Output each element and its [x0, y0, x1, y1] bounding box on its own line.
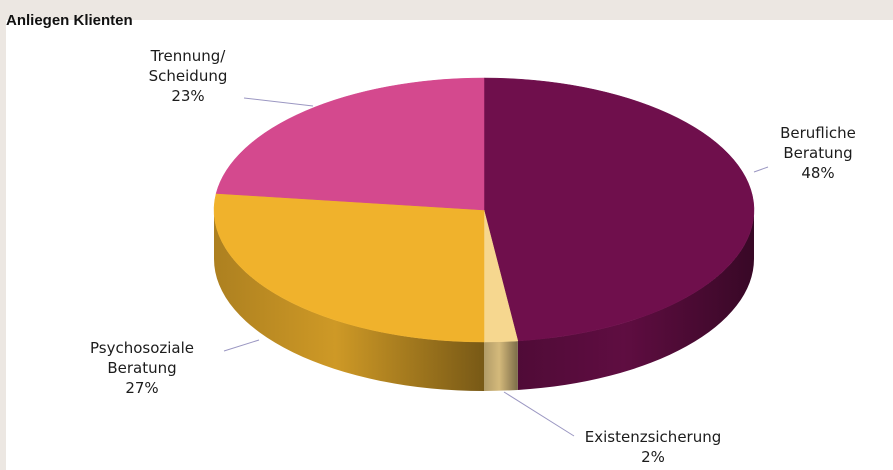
- pie-slice-berufliche-beratung: [483, 77, 755, 342]
- pie-slice-trennung-scheidung: [215, 77, 485, 211]
- pie-chart: Berufliche Beratung 48% Existenzsicherung 2%…: [90, 47, 856, 466]
- page-header: Anliegen Klienten: [6, 12, 133, 29]
- leader-line-psychosoziale-beratung: [223, 339, 260, 352]
- pie-side-existenzsicherung: [484, 340, 518, 391]
- data-label-existenzsicherung: Existenzsicherung 2%: [585, 428, 722, 466]
- leader-line-existenzsicherung: [503, 391, 575, 437]
- pie-side-berufliche-beratung: [517, 210, 754, 390]
- data-label-berufliche-beratung: Berufliche Beratung 48%: [780, 124, 856, 182]
- chart-area: Anliegen Klienten Berufliche Beratung 48% E…: [6, 12, 893, 470]
- leader-line-trennung-scheidung: [243, 97, 314, 107]
- pie-slice-psychosoziale-beratung: [213, 193, 485, 343]
- leader-line-berufliche-beratung: [753, 166, 769, 173]
- pie-side-psychosoziale-beratung: [214, 210, 484, 391]
- data-label-psychosoziale-beratung: Psychosoziale Beratung 27%: [90, 339, 194, 397]
- data-label-trennung-scheidung: Trennung/Scheidung 23%: [149, 47, 228, 105]
